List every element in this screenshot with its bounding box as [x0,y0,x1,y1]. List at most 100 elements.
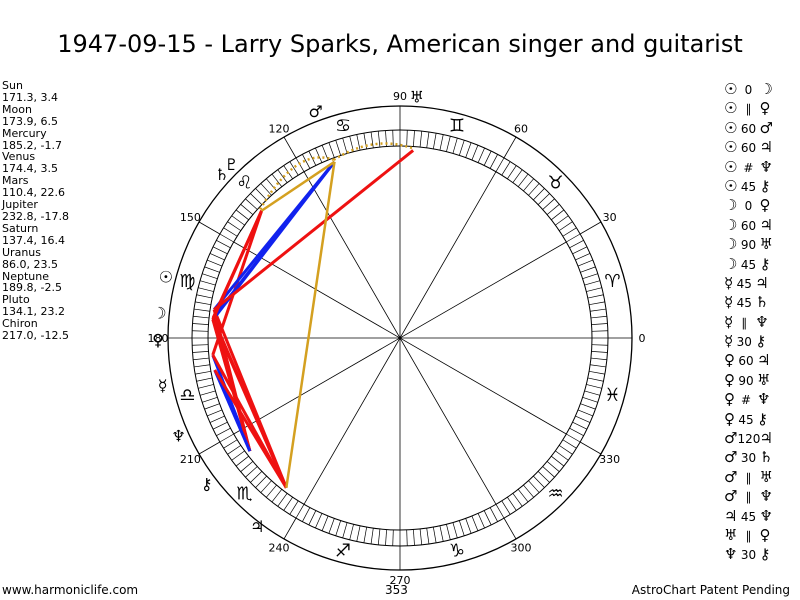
degree-tick [507,165,517,180]
degree-tick [315,513,323,529]
degree-tick [289,500,299,515]
aspect-symbol: 60 [740,141,757,156]
degree-tick [546,204,560,215]
degree-tick [204,266,220,273]
planet-name-saturn: Saturn [2,221,39,235]
aspect-planet-1-icon: ♆ [724,545,738,564]
planet-name-neptune: Neptune [2,269,50,283]
degree-tick [584,390,601,396]
degree-label-90: 90 [393,90,407,103]
degree-tick [406,130,408,147]
aspect-planet-1-icon: ☽ [724,254,738,273]
degree-tick [439,525,444,542]
degree-tick [235,455,249,467]
degree-label-30: 30 [603,211,617,224]
planet-name-moon: Moon [2,102,32,116]
degree-tick [471,515,479,531]
degree-tick [196,377,213,382]
degree-tick [542,198,555,210]
degree-tick [199,280,216,286]
degree-tick [349,524,354,540]
aspect-symbol: 60 [740,121,757,136]
degree-tick [489,154,498,169]
degree-tick [589,301,605,306]
aspect-planet-1-icon: ♅ [724,525,738,544]
degree-tick [385,529,387,546]
degree-tick [295,504,305,519]
aspect-symbol: # [740,393,752,408]
degree-tick [406,529,408,546]
degree-tick [533,188,545,201]
degree-tick [501,500,511,515]
aspect-line [260,160,336,212]
degree-tick [271,489,283,503]
degree-tick [551,455,565,467]
degree-tick [471,145,479,161]
degree-tick [426,131,430,148]
degree-tick [202,273,218,280]
degree-tick [495,157,505,172]
degree-tick [223,439,238,449]
aspect-row: ☽ 90 ♅ [724,235,800,254]
planet-values-uranus: 86.0, 23.5 [2,257,58,271]
aspect-symbol: 90 [740,238,757,253]
aspect-planet-2-icon: ♅ [759,235,773,254]
degree-label-120: 120 [269,122,290,135]
degree-tick [231,450,245,461]
degree-tick [335,520,342,536]
degree-tick [255,188,267,201]
degree-tick [590,364,607,368]
website-link[interactable]: www.harmoniclife.com [2,583,139,597]
planet-venus-icon: ♀ [152,331,164,350]
zodiac-sign-icon: ♐ [335,541,351,562]
degree-tick [590,357,607,361]
planet-values-saturn: 137.4, 16.4 [2,233,65,247]
degree-tick [192,351,209,353]
planet-mercury-icon: ☿ [158,376,168,395]
planet-values-neptune: 189.8, -2.5 [2,281,62,295]
degree-tick [192,323,209,325]
aspect-symbol: 30 [740,451,757,466]
planet-sun-icon: ☉ [159,268,173,287]
aspect-row: ♅ ∥ ♀ [724,526,800,545]
zodiac-sign-icon: ♊ [449,115,465,136]
degree-tick [546,461,560,472]
patent-notice: AstroChart Patent Pending [631,583,790,597]
degree-tick [562,439,577,449]
aspect-line [213,369,252,452]
degree-tick [260,183,272,196]
degree-tick [566,433,581,443]
aspect-row: ☉ 0 ☽ [724,80,800,99]
degree-tick [446,524,451,540]
aspect-symbol: ∥ [745,102,752,117]
aspect-row: ☿ 45 ♄ [724,293,800,312]
planet-name-sun: Sun [2,79,23,92]
degree-tick [590,308,607,312]
planet-values-pluto: 134.1, 23.2 [2,305,65,319]
aspect-row: ☉ 60 ♃ [724,138,800,157]
aspect-planet-1-icon: ☿ [724,293,734,312]
degree-tick [209,415,225,423]
aspect-row: ♀ 90 ♅ [724,371,800,390]
planet-uranus-icon: ♅ [410,88,424,107]
degree-tick [465,142,472,158]
parallel-arc [333,142,414,161]
planet-neptune-icon: ♆ [171,427,185,446]
degree-tick [586,287,602,292]
aspect-symbol: 120 [737,432,761,447]
degree-tick [370,131,374,148]
sign-boundary [579,441,602,455]
zodiac-sign-icon: ♒ [547,484,563,505]
degree-tick [227,445,242,455]
aspect-symbol: 45 [740,257,757,272]
aspect-planet-1-icon: ☿ [724,312,734,331]
aspect-planet-2-icon: ♀ [759,99,771,118]
degree-tick [589,370,605,375]
aspect-planet-1-icon: ♂ [724,448,738,467]
degree-tick [587,377,604,382]
aspect-planet-1-icon: ☉ [724,138,738,157]
degree-tick [219,233,234,243]
degree-tick [584,280,601,286]
degree-tick [512,169,523,183]
aspect-row: ☿ ∥ ♆ [724,313,800,332]
